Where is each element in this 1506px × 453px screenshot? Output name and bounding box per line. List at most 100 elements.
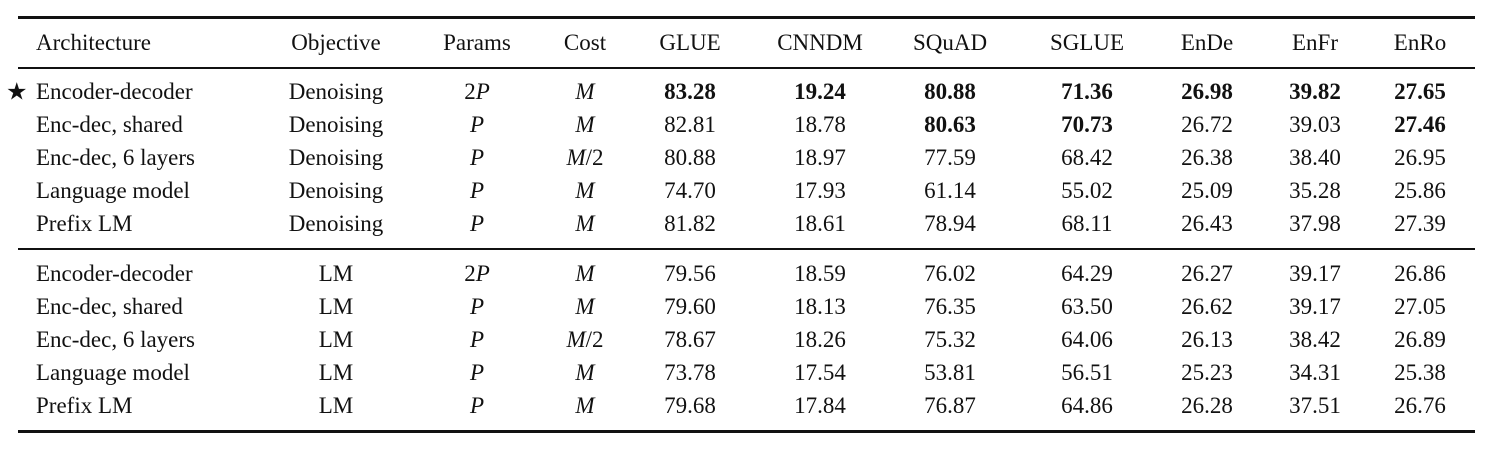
table-cell: 17.93 bbox=[794, 178, 846, 203]
row-label: Enc-dec, shared bbox=[36, 112, 183, 137]
table-cell: 39.03 bbox=[1289, 112, 1341, 137]
table-cell: 25.38 bbox=[1394, 360, 1446, 385]
table-cell: 2P bbox=[464, 79, 490, 104]
table-cell: P bbox=[469, 211, 485, 236]
table-cell: P bbox=[469, 145, 485, 170]
column-header: EnDe bbox=[1180, 30, 1234, 55]
table-cell: 70.73 bbox=[1061, 112, 1113, 137]
table-cell: 76.87 bbox=[924, 393, 976, 418]
table-cell: 35.28 bbox=[1289, 178, 1341, 203]
table-cell: 56.51 bbox=[1061, 360, 1113, 385]
table-cell: M bbox=[575, 112, 595, 137]
table-cell: P bbox=[469, 178, 485, 203]
table-cell: 39.82 bbox=[1289, 79, 1341, 104]
table-cell: LM bbox=[318, 393, 354, 418]
row-label: Encoder-decoder bbox=[36, 261, 193, 286]
table-cell: 19.24 bbox=[794, 79, 846, 104]
column-header: SGLUE bbox=[1049, 30, 1125, 55]
table-cell: 37.98 bbox=[1289, 211, 1341, 236]
table-cell: 17.54 bbox=[794, 360, 846, 385]
table-cell: 81.82 bbox=[664, 211, 716, 236]
table-cell: 27.05 bbox=[1394, 294, 1446, 319]
table-cell: 26.27 bbox=[1181, 261, 1233, 286]
row-label: Enc-dec, shared bbox=[36, 294, 183, 319]
row-label: Prefix LM bbox=[36, 211, 133, 236]
table-cell: 26.86 bbox=[1394, 261, 1446, 286]
table-cell: 76.02 bbox=[924, 261, 976, 286]
table-cell: 26.72 bbox=[1181, 112, 1233, 137]
table-cell: 18.78 bbox=[794, 112, 846, 137]
column-header: Objective bbox=[291, 30, 381, 55]
table-cell: 18.61 bbox=[794, 211, 846, 236]
table-cell: 26.43 bbox=[1181, 211, 1233, 236]
top-rule bbox=[18, 16, 1475, 19]
table-cell: 64.06 bbox=[1061, 327, 1113, 352]
table-cell: 27.39 bbox=[1394, 211, 1446, 236]
column-header: Architecture bbox=[36, 30, 151, 55]
column-header: CNNDM bbox=[777, 30, 863, 55]
baseline-star: ★ bbox=[6, 77, 28, 106]
table-cell: P bbox=[469, 360, 485, 385]
table-cell: 80.88 bbox=[924, 79, 976, 104]
column-header: EnRo bbox=[1393, 30, 1447, 55]
table-cell: 26.76 bbox=[1394, 393, 1446, 418]
table-cell: M/2 bbox=[566, 145, 604, 170]
table-cell: Denoising bbox=[288, 112, 384, 137]
table-cell: 78.94 bbox=[924, 211, 976, 236]
table-cell: LM bbox=[318, 261, 354, 286]
table-cell: 74.70 bbox=[664, 178, 716, 203]
table-cell: M/2 bbox=[566, 327, 604, 352]
table-cell: 77.59 bbox=[924, 145, 976, 170]
table-cell: 26.98 bbox=[1181, 79, 1233, 104]
table-cell: 26.13 bbox=[1181, 327, 1233, 352]
table-cell: 83.28 bbox=[664, 79, 716, 104]
table-cell: 76.35 bbox=[924, 294, 976, 319]
column-header: EnFr bbox=[1292, 30, 1338, 55]
table-cell: 17.84 bbox=[794, 393, 846, 418]
table-cell: 34.31 bbox=[1289, 360, 1341, 385]
table-cell: P bbox=[469, 112, 485, 137]
table-cell: LM bbox=[318, 360, 354, 385]
column-header: Params bbox=[443, 30, 511, 55]
table-cell: 55.02 bbox=[1061, 178, 1113, 203]
table-cell: P bbox=[469, 294, 485, 319]
table-cell: 39.17 bbox=[1289, 261, 1341, 286]
table-cell: 53.81 bbox=[924, 360, 976, 385]
row-label: Language model bbox=[36, 178, 190, 203]
table-cell: 79.60 bbox=[664, 294, 716, 319]
table-cell: 27.46 bbox=[1394, 112, 1446, 137]
table-cell: 61.14 bbox=[924, 178, 976, 203]
table-cell: Denoising bbox=[288, 178, 384, 203]
bottom-rule bbox=[18, 430, 1475, 433]
table-cell: 79.68 bbox=[664, 393, 716, 418]
table-cell: 25.09 bbox=[1181, 178, 1233, 203]
table-cell: Denoising bbox=[288, 145, 384, 170]
column-header: Cost bbox=[563, 30, 607, 55]
table-cell: 18.26 bbox=[794, 327, 846, 352]
table-cell: P bbox=[469, 327, 485, 352]
table-cell: 73.78 bbox=[664, 360, 716, 385]
table-cell: 18.13 bbox=[794, 294, 846, 319]
table-cell: 82.81 bbox=[664, 112, 716, 137]
table-cell: 39.17 bbox=[1289, 294, 1341, 319]
row-label: Enc-dec, 6 layers bbox=[36, 145, 196, 170]
table-cell: 2P bbox=[464, 261, 490, 286]
table-cell: 37.51 bbox=[1289, 393, 1341, 418]
header-rule bbox=[18, 67, 1475, 69]
table-cell: 25.86 bbox=[1394, 178, 1446, 203]
table-cell: 26.38 bbox=[1181, 145, 1233, 170]
table-cell: Denoising bbox=[288, 79, 384, 104]
table-cell: 71.36 bbox=[1061, 79, 1113, 104]
table-cell: Denoising bbox=[288, 211, 384, 236]
table-cell: LM bbox=[318, 294, 354, 319]
table-cell: 68.11 bbox=[1061, 211, 1113, 236]
row-label: Prefix LM bbox=[36, 393, 133, 418]
row-label: Enc-dec, 6 layers bbox=[36, 327, 196, 352]
row-label: Encoder-decoder bbox=[36, 79, 193, 104]
table-cell: 18.97 bbox=[794, 145, 846, 170]
group-rule bbox=[18, 248, 1475, 250]
table-cell: 64.29 bbox=[1061, 261, 1113, 286]
table-cell: 26.95 bbox=[1394, 145, 1446, 170]
table-cell: 63.50 bbox=[1061, 294, 1113, 319]
table-cell: M bbox=[575, 261, 595, 286]
